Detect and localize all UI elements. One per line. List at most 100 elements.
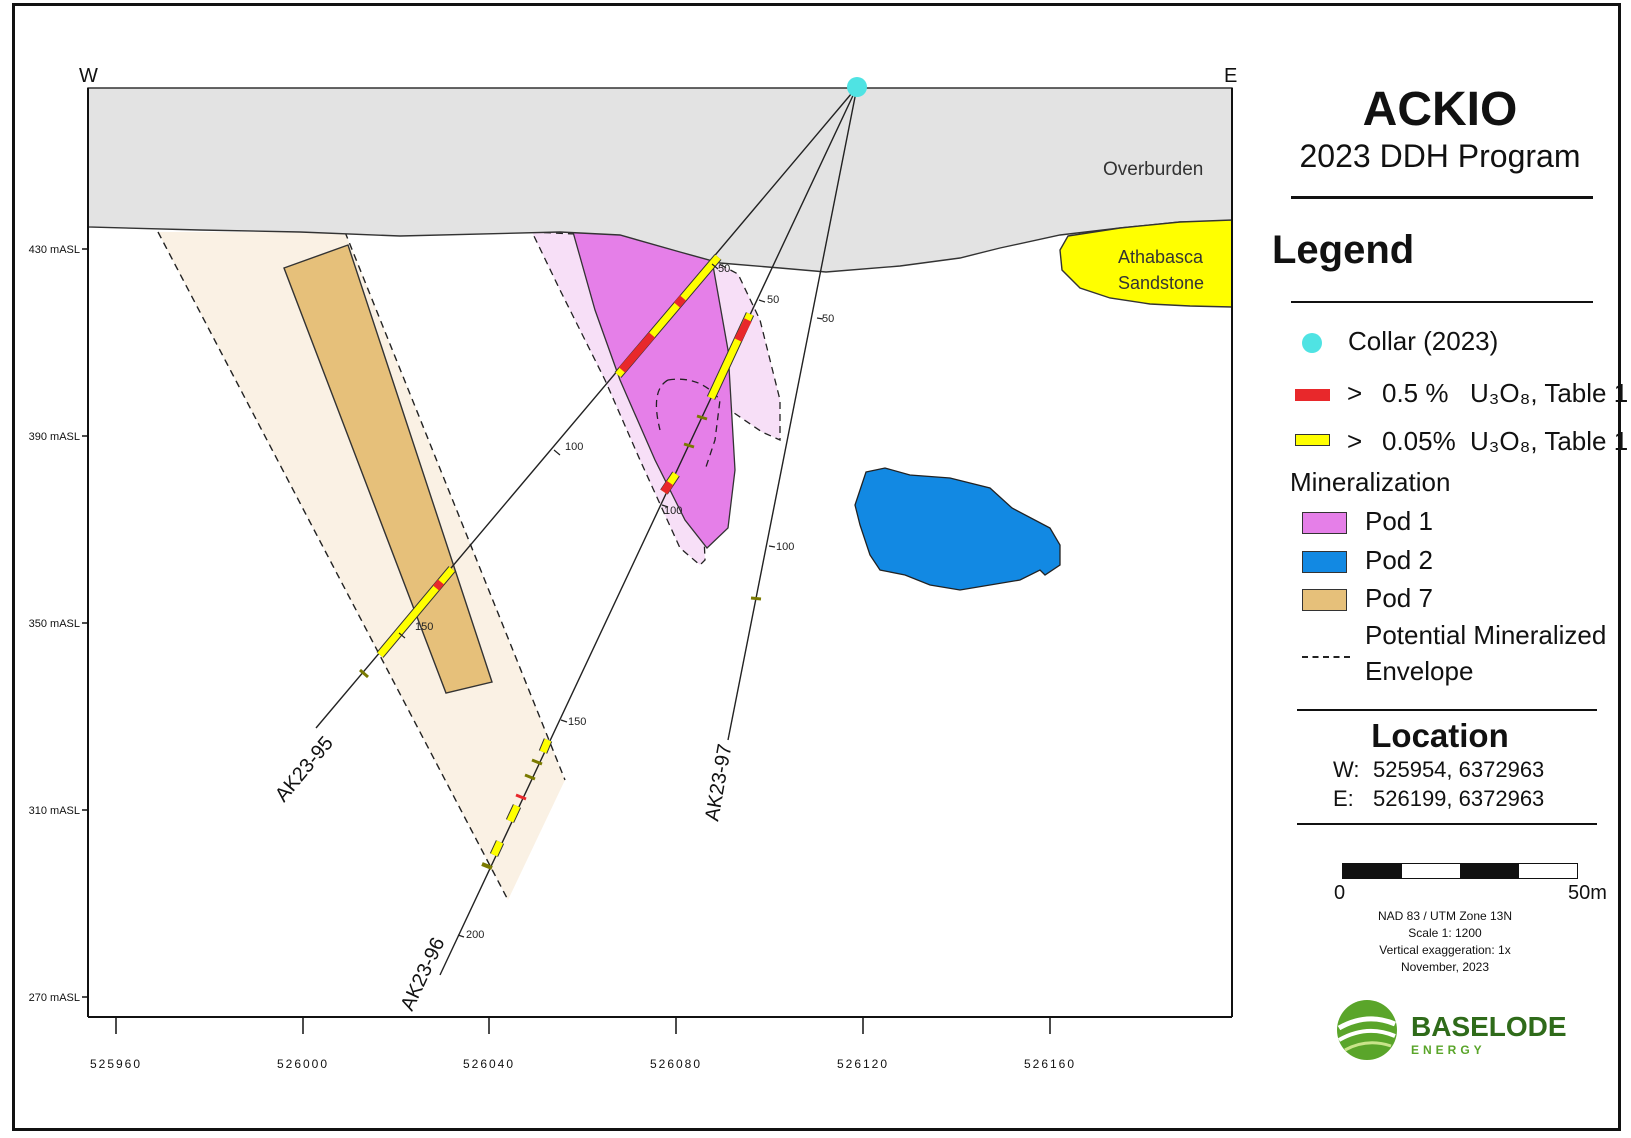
pod1-legend-label: Pod 1 [1365, 506, 1433, 536]
pod2-body [854, 467, 1061, 591]
pod7-envelope [158, 232, 565, 900]
baselode-logo-mark [1337, 1000, 1397, 1060]
hole-label-ak23-95: AK23-95 [271, 732, 338, 806]
high-grade-swatch [1295, 389, 1330, 401]
ak23-96-depth-tick-200 [457, 934, 465, 938]
easting-label-526160: 526160 [1024, 1057, 1076, 1071]
easting-label-526000: 526000 [277, 1057, 329, 1071]
legend-title: ACKIO [1362, 83, 1518, 136]
ak23-95-depth-label-100: 100 [565, 441, 583, 453]
ak23-96-high-grade-2 [660, 480, 674, 495]
ak23-96-high-grade-1 [734, 318, 752, 342]
map-frame [12, 3, 1621, 1131]
athabasca-sandstone [1059, 219, 1233, 308]
ak23-97-depth-tick-50 [816, 317, 824, 320]
ak23-95-minor [359, 668, 369, 679]
location-west-label: W: [1333, 757, 1360, 782]
ak23-95-depth-tick-150 [398, 632, 406, 639]
ak23-97-depth-label-50: 50 [822, 313, 834, 325]
ak23-96-minor-1 [696, 414, 708, 421]
ak23-96-high-grade-3 [515, 793, 527, 801]
ak23-96-depth-label-100: 100 [664, 505, 682, 517]
ak23-95-depth-label-50: 50 [718, 263, 730, 275]
ak23-95-depth-label-150: 150 [415, 621, 433, 633]
low-grade-swatch [1295, 434, 1330, 446]
pod7-envelope-edge-west [157, 231, 509, 901]
pod2-legend-label: Pod 2 [1365, 545, 1433, 575]
location-divider-top [1297, 709, 1597, 711]
ak23-96-depth-label-200: 200 [466, 929, 484, 941]
high-grade-symbol: > [1347, 378, 1363, 408]
scale-start-label: 0 [1334, 882, 1346, 904]
location-east-label: E: [1333, 786, 1354, 811]
scale-end-label: 50m [1568, 882, 1607, 904]
collar-marker [847, 77, 867, 97]
ak23-95-depth-tick-50 [711, 263, 719, 270]
pod1-inner-envelope [667, 378, 721, 471]
pod7-legend-label: Pod 7 [1365, 583, 1433, 613]
scale-segment-4 [1518, 864, 1577, 878]
ak23-96-depth-label-50: 50 [767, 294, 779, 306]
ak23-96-minor-2 [683, 442, 695, 449]
legend-divider [1291, 301, 1593, 303]
logo-wave-2 [1338, 1028, 1396, 1042]
elevation-label-390: 390 mASL [29, 431, 80, 443]
ak23-97-minor [750, 596, 762, 601]
ak23-95-high-grade-3 [432, 579, 445, 591]
ak23-96-low-grade-4-fill [506, 804, 521, 823]
scale-ratio-note: Scale 1: 1200 [1408, 926, 1482, 940]
high-grade-formula: U₃O₈, Table 1 [1470, 378, 1629, 408]
ak23-95-high-grade-1 [618, 332, 656, 373]
scale-segment-2 [1401, 864, 1460, 878]
ak23-95-depth-tick-100 [553, 449, 561, 456]
projection-note: NAD 83 / UTM Zone 13N [1377, 909, 1513, 923]
hole-ak23-96-trace [439, 86, 858, 976]
high-grade-value: 0.5 % [1382, 378, 1449, 408]
direction-west: W [79, 65, 98, 87]
mineralization-heading: Mineralization [1290, 467, 1451, 497]
ak23-97-depth-tick-100 [768, 545, 776, 548]
scale-segment-1 [1343, 864, 1402, 878]
ak23-96-minor-3 [531, 758, 543, 766]
envelope-legend-label-1: Potential Mineralized [1365, 620, 1607, 650]
ak23-97-depth-label-100: 100 [776, 541, 794, 553]
pod7-envelope-edge-east [344, 231, 566, 781]
low-grade-value: 0.05% [1382, 426, 1456, 456]
collar-swatch [1302, 333, 1322, 353]
elevation-label-310: 310 mASL [29, 805, 80, 817]
logo-wave-1 [1337, 1016, 1396, 1031]
ak23-96-depth-label-150: 150 [568, 716, 586, 728]
hole-label-ak23-97: AK23-97 [701, 742, 736, 822]
location-divider-bottom [1297, 823, 1597, 825]
pod7-swatch [1302, 589, 1347, 611]
elevation-label-350: 350 mASL [29, 618, 80, 630]
sandstone-label-2: Sandstone [1118, 273, 1204, 293]
ak23-96-low-grade-3-fill [539, 738, 552, 754]
ak23-96-depth-tick-50 [758, 299, 766, 303]
exaggeration-note: Vertical exaggeration: 1x [1379, 943, 1511, 957]
location-east-value: 526199, 6372963 [1373, 786, 1545, 811]
elevation-label-430: 430 mASL [29, 244, 80, 256]
scale-bar [1342, 863, 1578, 879]
legend-heading: Legend [1272, 228, 1415, 272]
envelope-swatch [1302, 656, 1350, 658]
location-west-value: 525954, 6372963 [1373, 757, 1545, 782]
elevation-label-270: 270 mASL [29, 992, 80, 1004]
easting-label-526120: 526120 [837, 1057, 889, 1071]
location-heading: Location [1371, 717, 1509, 754]
logo-wave-3 [1344, 1041, 1392, 1052]
hole-ak23-97-trace [727, 86, 858, 741]
low-grade-symbol: > [1347, 426, 1363, 456]
pod1-swatch [1302, 512, 1347, 534]
ak23-96-minor-5 [481, 862, 493, 870]
logo-tagline: ENERGY [1411, 1043, 1486, 1057]
overburden-label: Overburden [1103, 159, 1203, 180]
easting-label-526040: 526040 [463, 1057, 515, 1071]
easting-label-525960: 525960 [90, 1057, 142, 1071]
sandstone-label-1: Athabasca [1118, 247, 1204, 267]
ak23-96-minor-4 [524, 773, 536, 781]
low-grade-formula: U₃O₈, Table 1 [1470, 426, 1629, 456]
date-note: November, 2023 [1400, 960, 1490, 974]
legend-subtitle: 2023 DDH Program [1299, 138, 1581, 174]
